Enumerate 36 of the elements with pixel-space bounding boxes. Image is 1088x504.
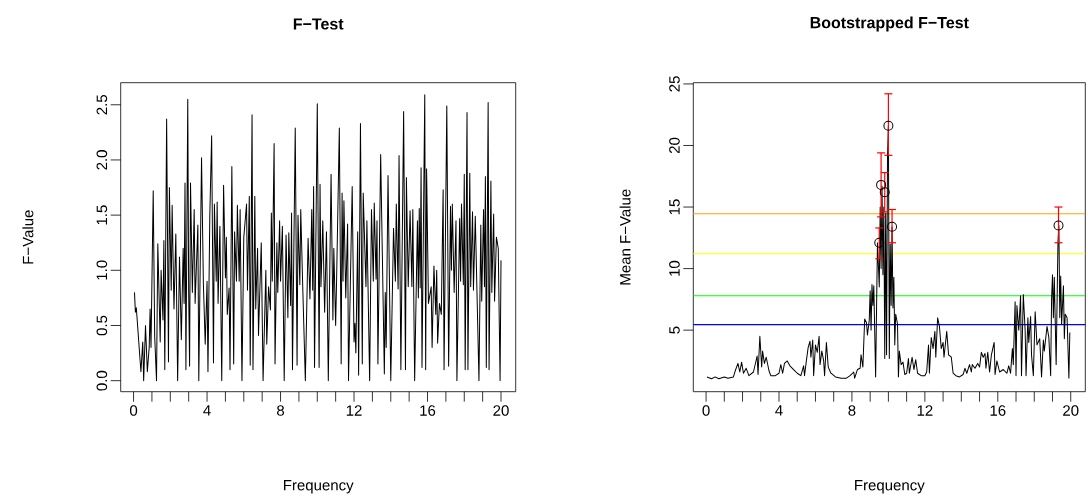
y-tick-label: 2.0 bbox=[96, 150, 108, 170]
y-tick-label: 10 bbox=[669, 260, 680, 276]
y-tick-label: 20 bbox=[669, 137, 680, 154]
y-tick-label: 15 bbox=[669, 199, 680, 215]
x-tick-label: 16 bbox=[420, 405, 436, 416]
point bbox=[879, 187, 890, 198]
x-tick-label: 16 bbox=[990, 405, 1006, 416]
point bbox=[887, 221, 898, 232]
y-axis-title: Mean F−Value bbox=[619, 189, 631, 285]
x-tick-label: 0 bbox=[702, 405, 710, 416]
y-tick-label: 1.0 bbox=[96, 260, 108, 280]
chart-title: Bootstrapped F−Test bbox=[810, 16, 969, 32]
y-tick-label: 1.5 bbox=[96, 205, 108, 225]
x-axis-title: Frequency bbox=[283, 479, 354, 494]
x-tick-label: 20 bbox=[493, 405, 509, 416]
x-tick-label: 8 bbox=[848, 405, 856, 416]
x-tick-label: 20 bbox=[1063, 405, 1079, 416]
y-tick-label: 25 bbox=[669, 76, 680, 92]
x-axis-title: Frequency bbox=[855, 479, 925, 494]
x-tick-label: 0 bbox=[129, 405, 138, 416]
y-axis-title: F−Value bbox=[22, 210, 34, 264]
x-tick-label: 12 bbox=[917, 405, 933, 416]
y-tick-label: 2.5 bbox=[96, 94, 108, 115]
x-tick-label: 4 bbox=[203, 405, 211, 416]
y-tick-label: 0.0 bbox=[96, 370, 108, 391]
y-tick-label: 5 bbox=[669, 326, 680, 334]
line-series bbox=[133, 94, 502, 382]
point bbox=[1053, 220, 1064, 231]
point bbox=[874, 237, 885, 248]
y-tick-label: 0.5 bbox=[96, 315, 108, 336]
x-tick-label: 12 bbox=[346, 405, 362, 416]
x-tick-label: 4 bbox=[775, 405, 783, 416]
point bbox=[883, 120, 894, 131]
x-tick-label: 8 bbox=[277, 405, 285, 416]
chart-title: F−Test bbox=[293, 18, 344, 30]
point bbox=[876, 179, 887, 190]
